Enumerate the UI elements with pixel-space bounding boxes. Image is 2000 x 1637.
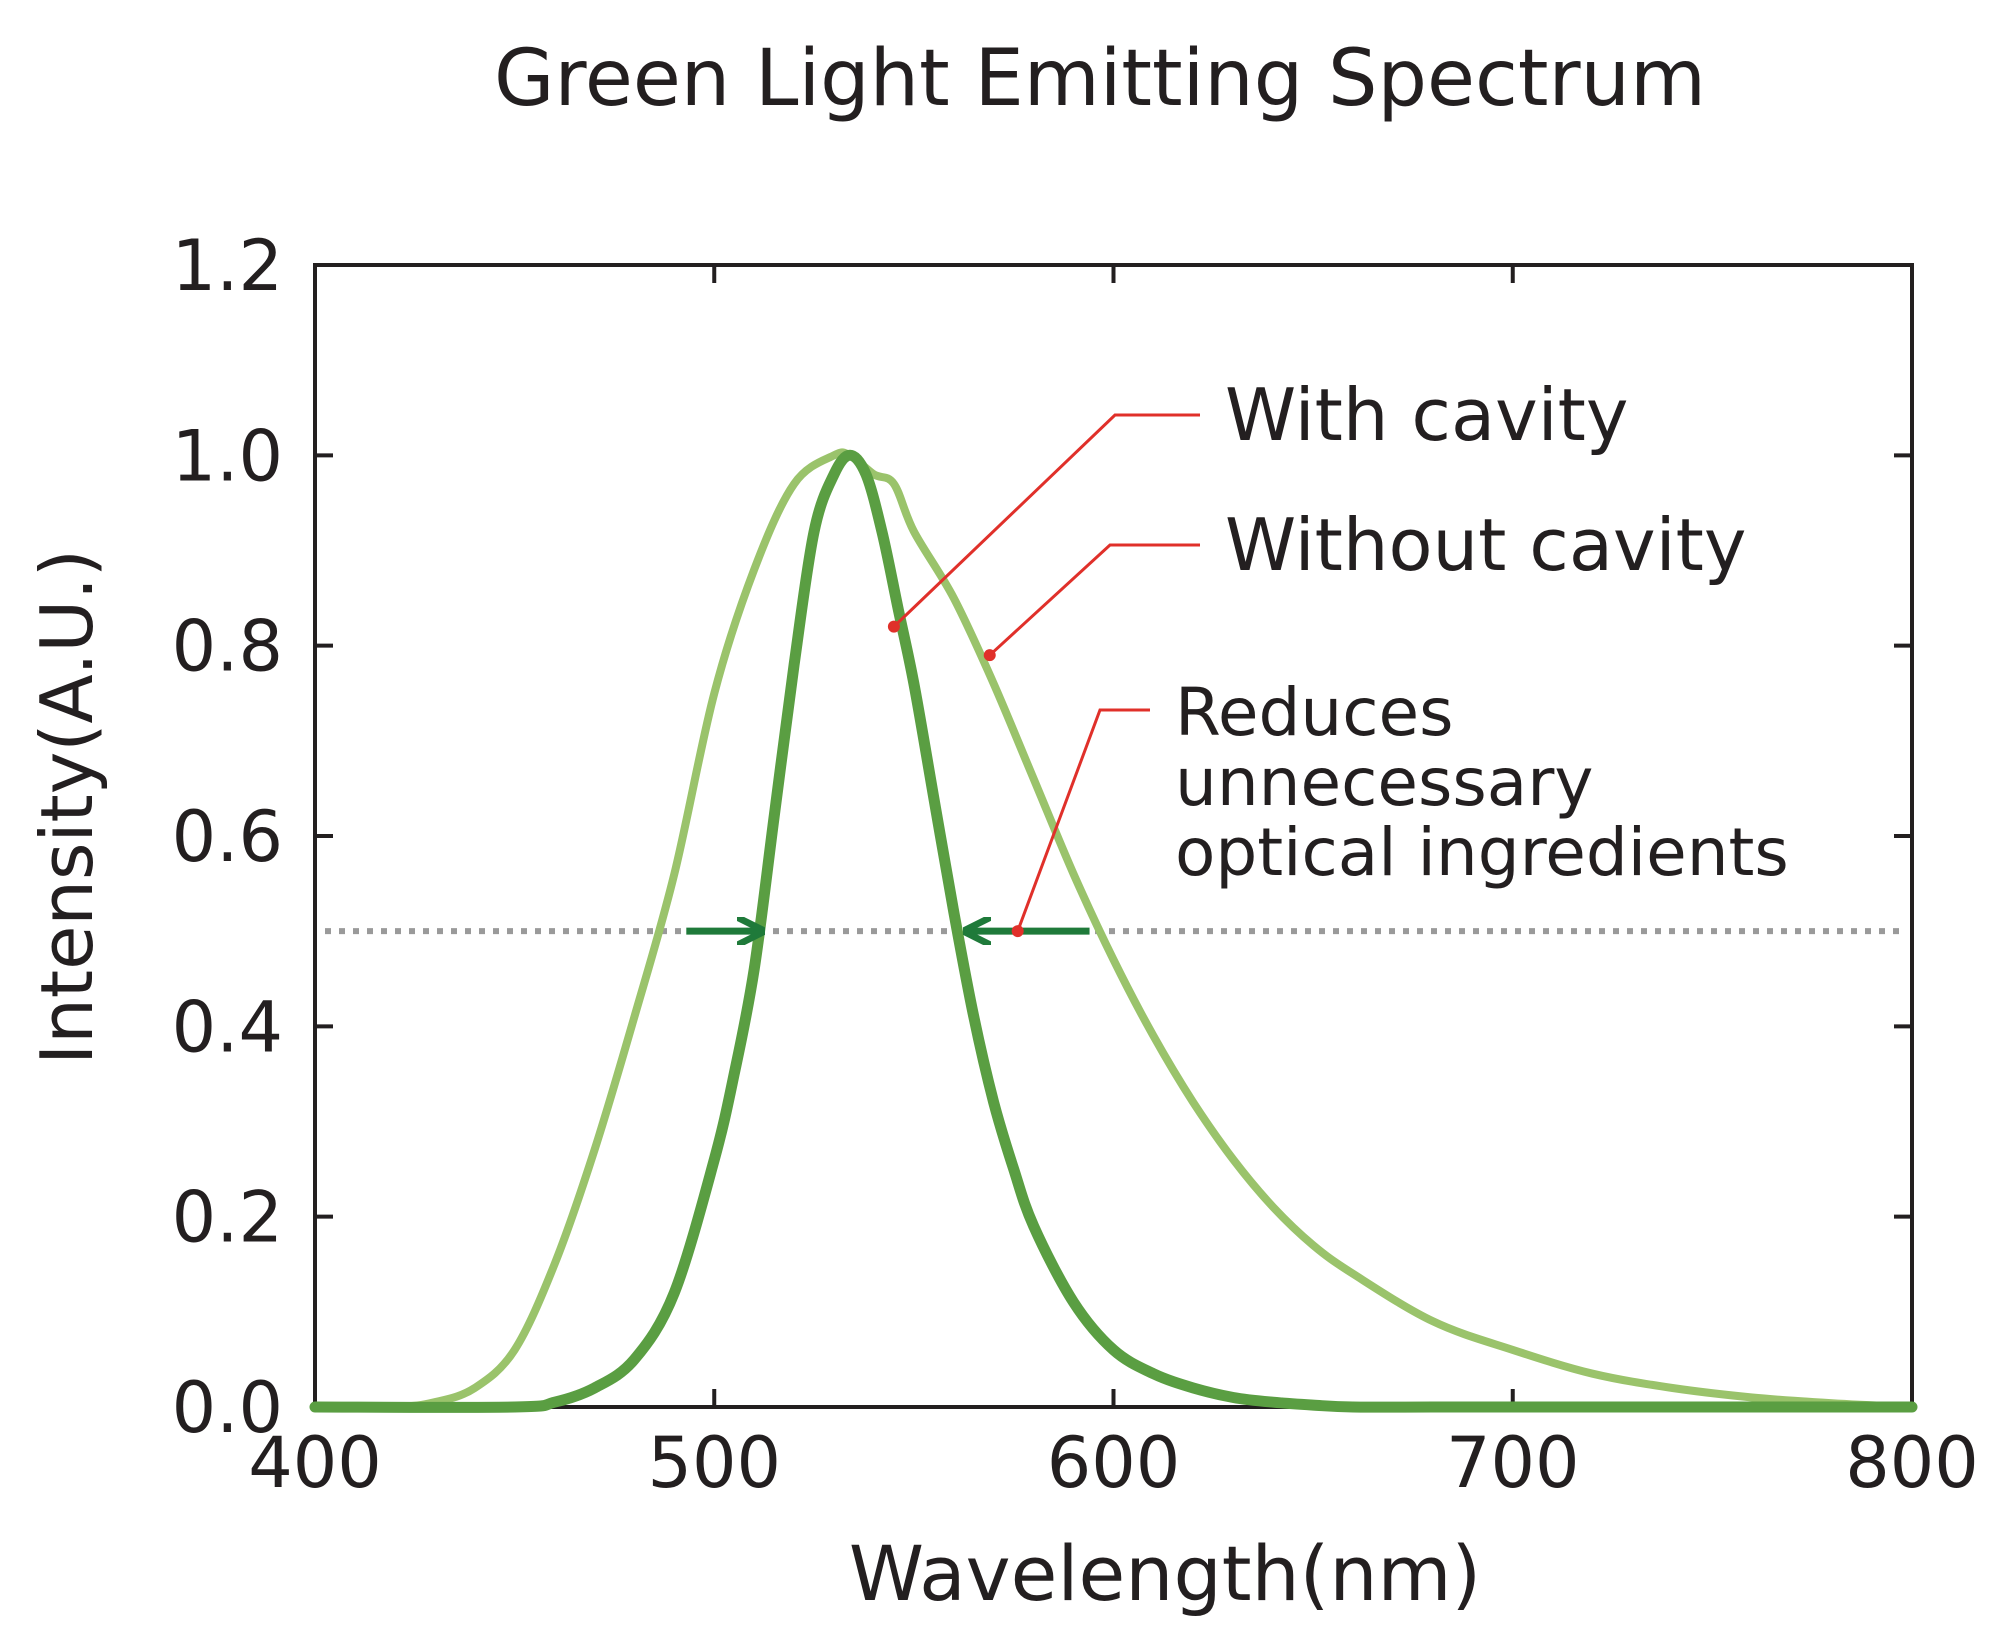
chart-title: Green Light Emitting Spectrum (494, 34, 1706, 124)
y-tick-label: 1.2 (172, 225, 283, 307)
callout-dot (887, 620, 900, 633)
series-line-without-cavity (311, 448, 1916, 1412)
callout-leader (988, 543, 1200, 657)
y-tick-label: 0.8 (172, 606, 283, 688)
x-tick-label: 400 (248, 1422, 382, 1504)
y-tick-label: 0.4 (172, 986, 283, 1068)
y-tick-label: 1.0 (172, 415, 283, 497)
callout-label: With cavity (1225, 373, 1629, 457)
x-tick-label: 700 (1446, 1422, 1580, 1504)
callout-leader (1016, 708, 1150, 932)
x-tick-label: 500 (647, 1422, 781, 1504)
callout-label: optical ingredients (1175, 814, 1789, 891)
plot-area: 400 500 600 700 800 0.0 0.2 0.4 0.6 0.8 1.0 1.2 With… (172, 225, 1979, 1504)
x-tick-label: 800 (1845, 1422, 1979, 1504)
y-tick-label: 0.2 (172, 1177, 283, 1259)
callout-label: Reduces (1175, 674, 1454, 751)
y-axis-label: Intensity(A.U.) (25, 549, 109, 1065)
y-tick-label: 0.0 (172, 1367, 283, 1449)
callout-label: unnecessary (1175, 744, 1593, 821)
series-line-with-cavity (309, 449, 1918, 1413)
callout-dot (983, 649, 996, 662)
callout-leader (892, 413, 1200, 628)
callout-dot (1011, 925, 1024, 938)
callout-label: Without cavity (1225, 503, 1746, 587)
x-tick-label: 600 (1047, 1422, 1181, 1504)
y-tick-label: 0.6 (172, 796, 283, 878)
x-axis-label: Wavelength(nm) (849, 1529, 1481, 1618)
